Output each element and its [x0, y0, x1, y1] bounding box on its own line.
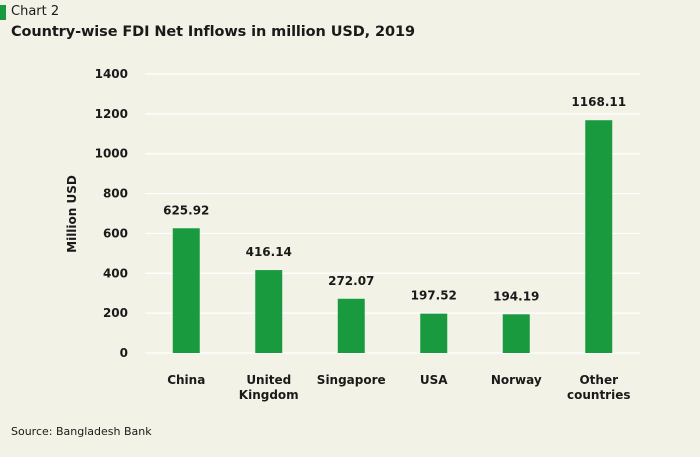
y-axis-ticks: 0 200 400 600 800 1000 1200 1400 [95, 67, 128, 360]
y-tick-label: 0 [120, 346, 128, 360]
data-label: 416.14 [246, 245, 292, 259]
bar [585, 120, 613, 353]
x-category-label: Kingdom [239, 388, 299, 402]
y-tick-label: 1200 [95, 107, 128, 121]
x-category-label: USA [420, 373, 448, 387]
bar [420, 313, 448, 353]
bar [172, 228, 200, 353]
data-label: 625.92 [163, 203, 209, 217]
data-label: 194.19 [493, 289, 539, 303]
y-axis-title: Million USD [65, 175, 79, 253]
x-category-label: Norway [491, 373, 542, 387]
x-category-label: Other [579, 373, 618, 387]
x-category-label: United [246, 373, 291, 387]
chart-title: Country-wise FDI Net Inflows in million … [11, 24, 415, 40]
data-label: 272.07 [328, 274, 374, 288]
y-tick-label: 600 [103, 226, 128, 240]
data-label: 1168.11 [571, 95, 626, 109]
source-note: Source: Bangladesh Bank [11, 425, 152, 438]
bar [255, 270, 283, 353]
y-tick-label: 200 [103, 306, 128, 320]
x-category-label: countries [567, 388, 631, 402]
accent-marker [0, 5, 6, 20]
x-category-label: Singapore [317, 373, 386, 387]
y-tick-label: 1000 [95, 147, 128, 161]
bar [502, 314, 530, 353]
chart-number-label: Chart 2 [11, 4, 60, 19]
data-labels: 625.92 416.14 272.07 197.52 194.19 1168.11 [163, 95, 626, 303]
data-label: 197.52 [411, 289, 457, 303]
gridlines [145, 73, 640, 354]
y-tick-label: 800 [103, 187, 128, 201]
bars [172, 120, 613, 353]
bar [337, 298, 365, 353]
y-tick-label: 1400 [95, 67, 128, 81]
x-category-label: China [167, 373, 205, 387]
y-tick-label: 400 [103, 266, 128, 280]
